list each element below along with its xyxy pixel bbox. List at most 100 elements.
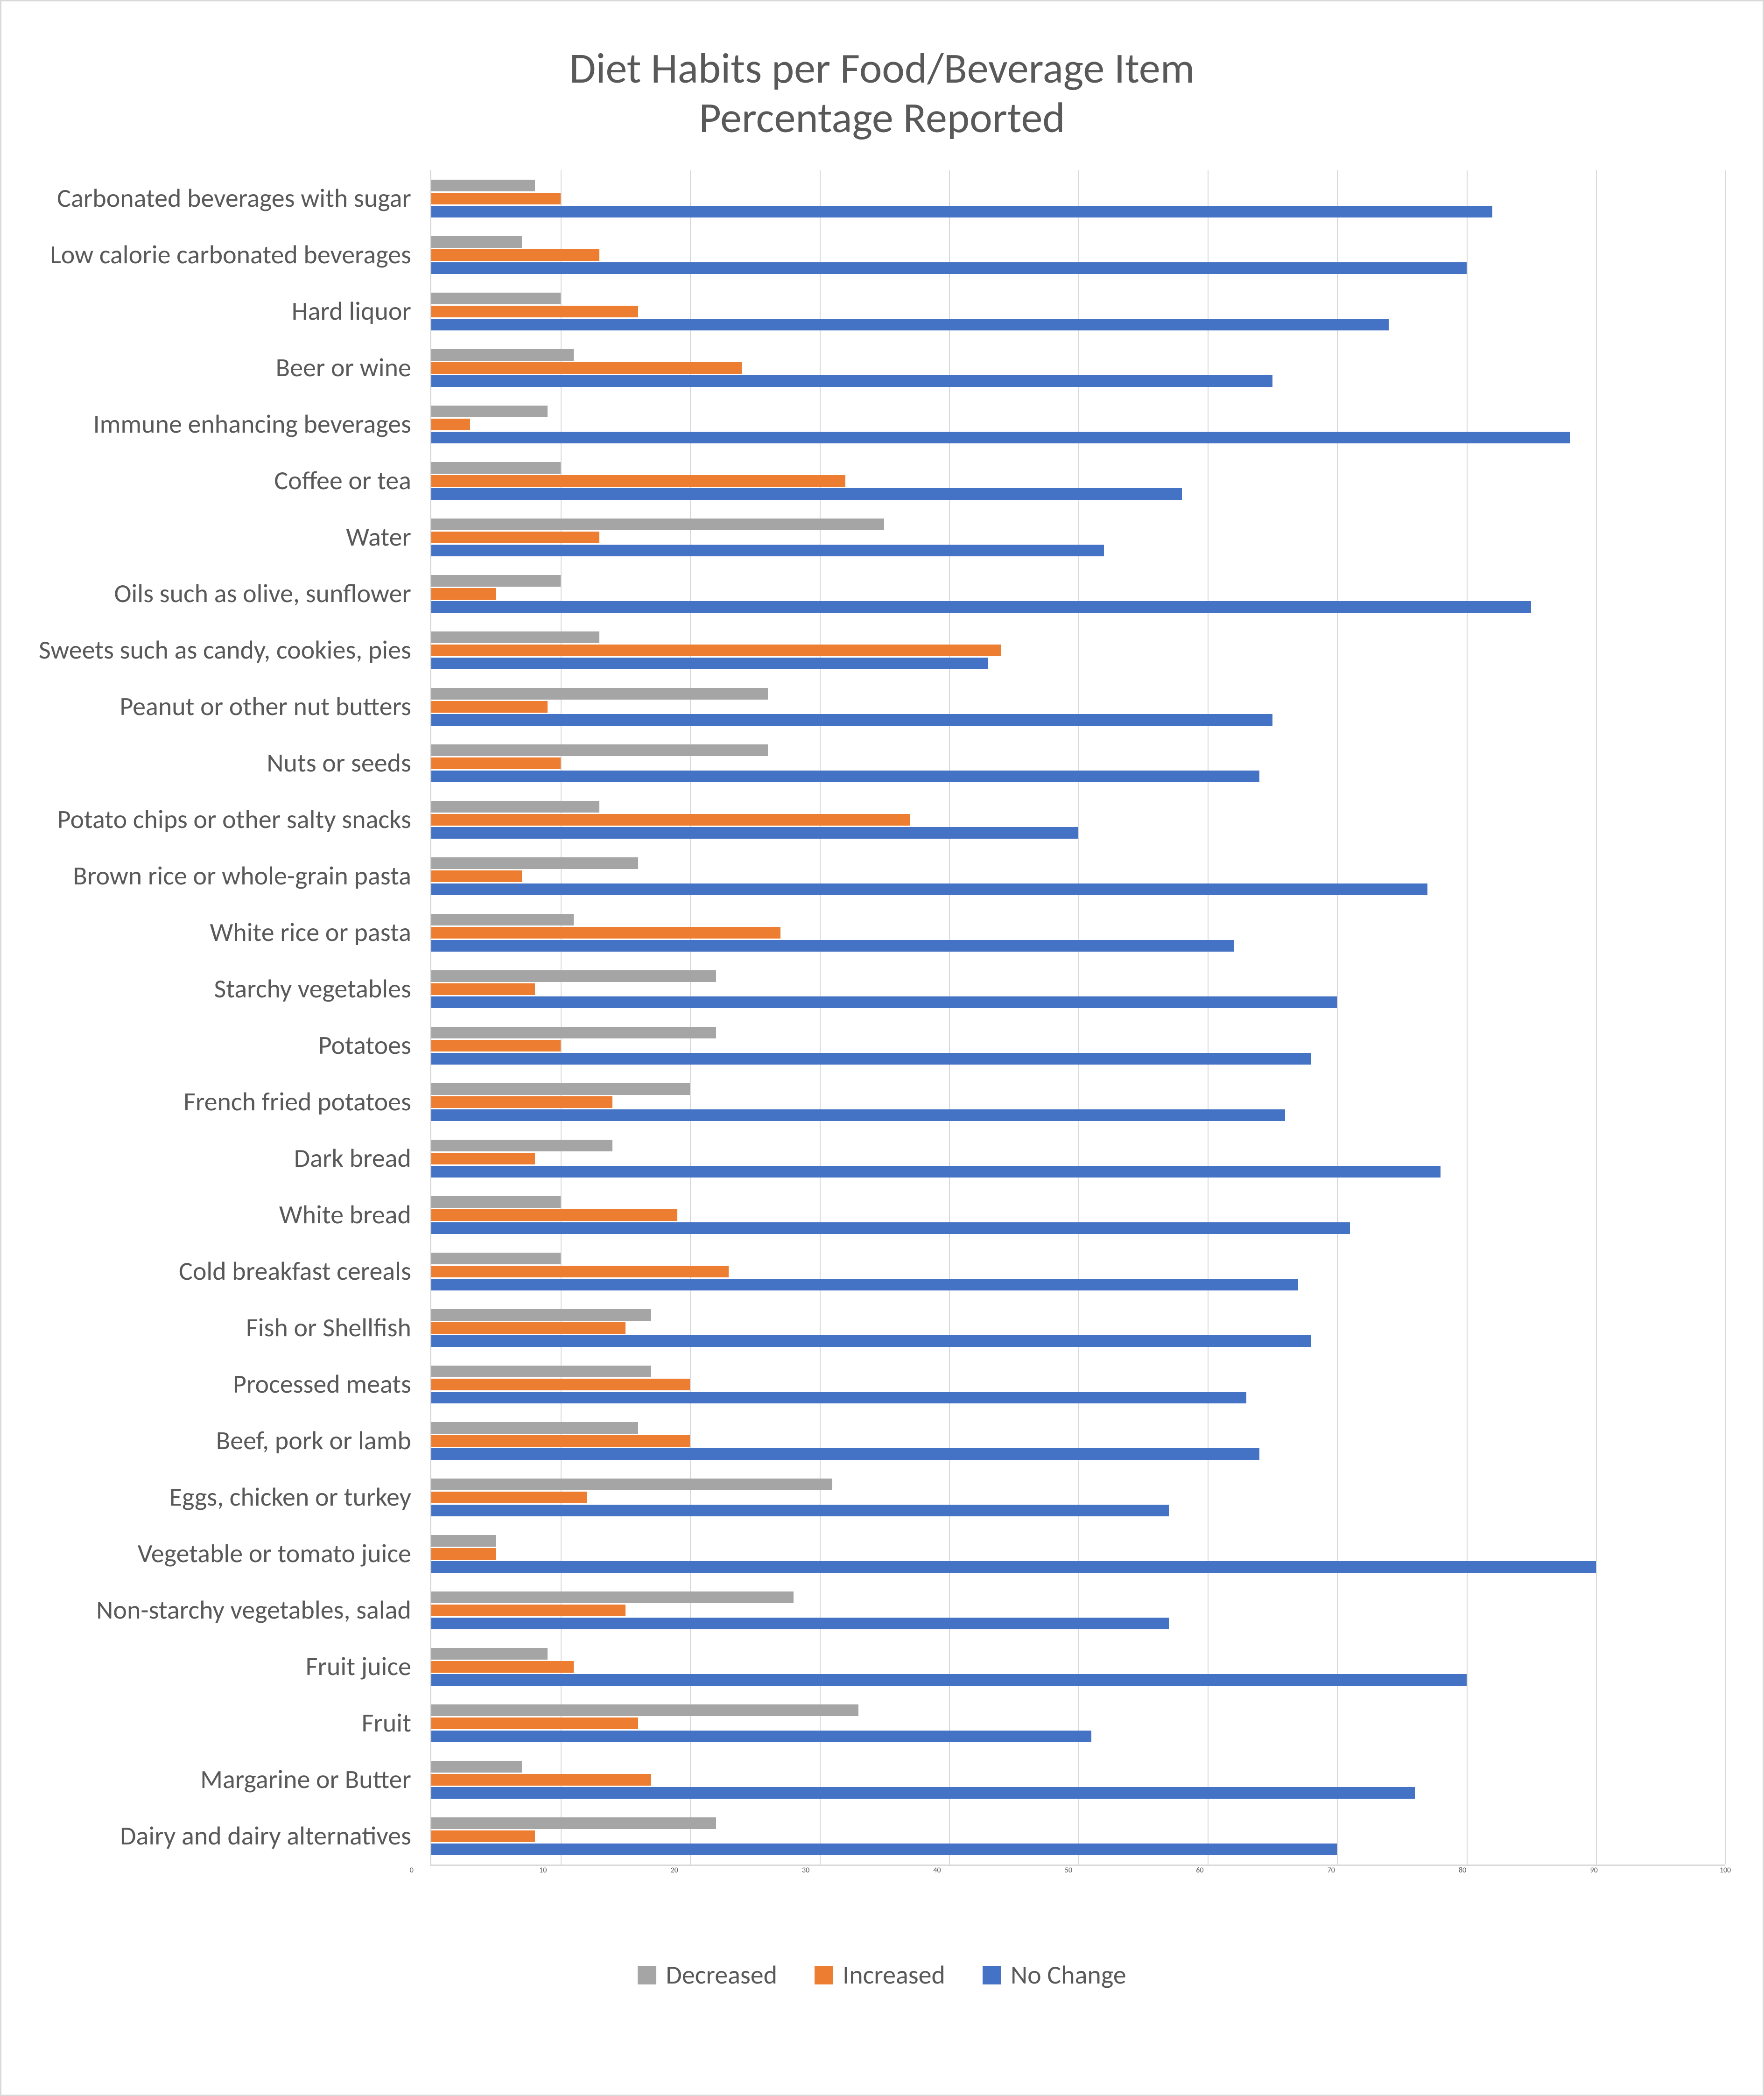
bar-no_change: [431, 714, 1272, 726]
bar-no_change: [431, 1731, 1091, 1742]
vertical-gridline: [1467, 170, 1468, 1865]
bar-no_change: [431, 545, 1104, 556]
x-axis-tick-label: 10: [539, 1866, 547, 1875]
legend-label: No Change: [1011, 1959, 1126, 1991]
bar-no_change: [431, 375, 1272, 387]
y-axis-category-label: White rice or pasta: [39, 904, 416, 961]
bar-no_change: [431, 319, 1389, 330]
bar-increased: [431, 362, 742, 374]
bar-increased: [431, 1266, 729, 1277]
bar-no_change: [431, 771, 1259, 782]
y-axis-category-label: Peanut or other nut butters: [39, 679, 416, 735]
bar-decreased: [431, 1027, 716, 1038]
y-axis-category-label: Cold breakfast cereals: [39, 1243, 416, 1300]
bar-no_change: [431, 1335, 1311, 1347]
bar-no_change: [431, 1505, 1169, 1516]
bar-increased: [431, 1774, 651, 1786]
legend-swatch: [815, 1966, 833, 1984]
chart-title-line2: Percentage Reported: [699, 91, 1065, 144]
y-axis-labels: Carbonated beverages with sugarLow calor…: [39, 170, 430, 1865]
y-axis-category-label: Potato chips or other salty snacks: [39, 792, 416, 848]
bar-no_change: [431, 883, 1428, 895]
x-axis-tick-label: 80: [1459, 1866, 1466, 1875]
bar-decreased: [431, 1083, 690, 1095]
bar-increased: [431, 1153, 535, 1164]
x-axis-tick-label: 70: [1328, 1866, 1335, 1875]
bar-increased: [431, 1661, 574, 1673]
vertical-gridline: [690, 170, 691, 1865]
bar-decreased: [431, 744, 768, 756]
bar-increased: [431, 306, 639, 317]
bar-no_change: [431, 1561, 1596, 1573]
x-axis-tick-label: 90: [1590, 1866, 1597, 1875]
bar-decreased: [431, 970, 716, 982]
bar-decreased: [431, 1535, 496, 1547]
bar-no_change: [431, 432, 1570, 443]
plot-area: [430, 170, 1725, 1866]
y-axis-category-label: Dark bread: [39, 1130, 416, 1187]
bar-increased: [431, 983, 535, 995]
y-axis-category-label: Hard liquor: [39, 283, 416, 340]
y-axis-category-label: Coffee or tea: [39, 453, 416, 509]
bar-increased: [431, 1379, 690, 1390]
bar-decreased: [431, 1817, 716, 1829]
chart-frame: Diet Habits per Food/Beverage Item Perce…: [0, 0, 1764, 2096]
y-axis-category-label: Margarine or Butter: [39, 1752, 416, 1808]
bar-increased: [431, 701, 548, 713]
bar-no_change: [431, 488, 1182, 500]
vertical-gridline: [949, 170, 950, 1865]
x-axis-tick-label: 40: [933, 1866, 941, 1875]
y-axis-category-label: Fruit juice: [39, 1639, 416, 1695]
bar-increased: [431, 1492, 587, 1503]
chart-title-line1: Diet Habits per Food/Beverage Item: [569, 42, 1195, 94]
bar-decreased: [431, 857, 639, 869]
bar-increased: [431, 588, 496, 600]
y-axis-category-label: White bread: [39, 1187, 416, 1243]
bar-increased: [431, 475, 845, 487]
bar-increased: [431, 1209, 677, 1221]
bar-increased: [431, 1605, 625, 1616]
y-axis-category-label: Eggs, chicken or turkey: [39, 1469, 416, 1526]
bar-no_change: [431, 1222, 1350, 1234]
bar-no_change: [431, 658, 988, 669]
bar-no_change: [431, 1166, 1441, 1178]
bar-increased: [431, 1096, 612, 1108]
y-axis-category-label: French fried potatoes: [39, 1074, 416, 1130]
y-axis-category-label: Sweets such as candy, cookies, pies: [39, 622, 416, 679]
x-axis-tick-label: 100: [1720, 1866, 1731, 1875]
y-axis-category-label: Fish or Shellfish: [39, 1300, 416, 1356]
x-axis-tick-label: 50: [1065, 1866, 1072, 1875]
bar-no_change: [431, 601, 1531, 613]
bar-increased: [431, 193, 561, 204]
bar-decreased: [431, 914, 574, 925]
y-axis-category-label: Vegetable or tomato juice: [39, 1526, 416, 1582]
bar-decreased: [431, 1648, 548, 1660]
bar-increased: [431, 870, 522, 882]
bar-decreased: [431, 1591, 794, 1603]
bar-increased: [431, 1322, 625, 1334]
x-axis-tick-label: 60: [1196, 1866, 1203, 1875]
bar-decreased: [431, 688, 768, 700]
bar-increased: [431, 1548, 496, 1560]
bar-no_change: [431, 1279, 1298, 1290]
bar-decreased: [431, 462, 561, 474]
bar-no_change: [431, 940, 1234, 952]
y-axis-category-label: Oils such as olive, sunflower: [39, 566, 416, 622]
y-axis-category-label: Nuts or seeds: [39, 735, 416, 792]
bar-increased: [431, 419, 470, 430]
bar-no_change: [431, 1109, 1286, 1121]
vertical-gridline: [1337, 170, 1338, 1865]
y-axis-category-label: Non-starchy vegetables, salad: [39, 1582, 416, 1639]
bar-increased: [431, 1830, 535, 1842]
legend-item-decreased: Decreased: [638, 1959, 777, 1991]
legend-label: Decreased: [666, 1959, 777, 1991]
bar-no_change: [431, 206, 1492, 217]
y-axis-category-label: Immune enhancing beverages: [39, 396, 416, 453]
bar-increased: [431, 532, 599, 543]
bar-no_change: [431, 1674, 1467, 1686]
x-axis-ticks: Carbonated beverages with sugar010203040…: [39, 1866, 1725, 1903]
bar-increased: [431, 1040, 561, 1052]
bar-decreased: [431, 1196, 561, 1208]
y-axis-category-label: Carbonated beverages with sugar: [39, 170, 416, 227]
y-axis-category-label: Beer or wine: [39, 340, 416, 396]
